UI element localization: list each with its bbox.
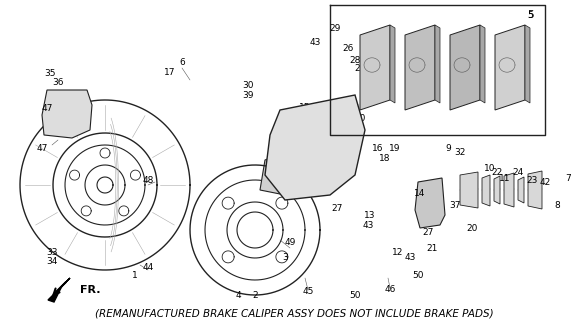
Polygon shape (435, 25, 440, 103)
Text: 14: 14 (415, 188, 426, 197)
Text: 45: 45 (302, 287, 313, 297)
Text: 17: 17 (164, 68, 176, 76)
Text: FR.: FR. (80, 285, 100, 295)
Polygon shape (495, 25, 525, 110)
Polygon shape (360, 25, 390, 110)
Text: 23: 23 (526, 175, 537, 185)
Text: 24: 24 (512, 167, 524, 177)
Text: 43: 43 (362, 220, 374, 229)
Polygon shape (480, 25, 485, 103)
Text: 43: 43 (309, 37, 320, 46)
Text: 2: 2 (252, 292, 258, 300)
Polygon shape (528, 171, 542, 209)
Polygon shape (48, 278, 70, 302)
Text: 26: 26 (342, 44, 354, 52)
Text: 18: 18 (379, 154, 391, 163)
Polygon shape (260, 150, 295, 195)
Text: 20: 20 (466, 223, 477, 233)
Text: 15: 15 (299, 102, 310, 111)
Text: 41: 41 (349, 103, 360, 113)
Text: 50: 50 (349, 291, 361, 300)
Text: (REMANUFACTURED BRAKE CALIPER ASSY DOES NOT INCLUDE BRAKE PADS): (REMANUFACTURED BRAKE CALIPER ASSY DOES … (95, 308, 493, 318)
Polygon shape (494, 176, 500, 204)
Text: 35: 35 (44, 68, 56, 77)
Text: 31: 31 (304, 110, 316, 119)
Text: 12: 12 (392, 247, 404, 257)
Polygon shape (482, 175, 490, 206)
Text: 13: 13 (364, 211, 376, 220)
Text: 30: 30 (242, 81, 254, 90)
Text: 8: 8 (554, 201, 560, 210)
Polygon shape (518, 177, 524, 203)
Text: 50: 50 (412, 270, 424, 279)
Polygon shape (42, 90, 92, 138)
Text: 40: 40 (355, 114, 366, 123)
Text: 43: 43 (405, 253, 416, 262)
Polygon shape (405, 25, 435, 110)
Text: 4: 4 (235, 292, 241, 300)
Text: 33: 33 (46, 247, 58, 257)
Text: 29: 29 (329, 23, 340, 33)
Text: 36: 36 (52, 77, 64, 86)
Text: 49: 49 (285, 237, 296, 246)
Text: 11: 11 (499, 173, 511, 182)
Text: 10: 10 (485, 164, 496, 172)
Text: 9: 9 (445, 143, 451, 153)
Text: 16: 16 (372, 143, 384, 153)
Polygon shape (450, 25, 480, 110)
Text: 42: 42 (539, 178, 550, 187)
Text: 1: 1 (132, 270, 138, 279)
Text: 32: 32 (455, 148, 466, 156)
Text: 3: 3 (282, 253, 288, 262)
Text: 46: 46 (385, 285, 396, 294)
Text: 5: 5 (527, 11, 533, 20)
Text: 6: 6 (179, 58, 185, 67)
Text: 28: 28 (349, 55, 360, 65)
Text: 19: 19 (389, 143, 401, 153)
Text: 27: 27 (331, 204, 343, 212)
Text: 37: 37 (449, 201, 461, 210)
Text: 48: 48 (142, 175, 153, 185)
Text: 34: 34 (46, 258, 58, 267)
Text: 5: 5 (527, 10, 533, 20)
Text: 7: 7 (565, 173, 571, 182)
Polygon shape (390, 25, 395, 103)
Text: 27: 27 (422, 228, 434, 236)
Text: 21: 21 (426, 244, 437, 252)
Text: 22: 22 (492, 167, 503, 177)
Polygon shape (525, 25, 530, 103)
Polygon shape (460, 172, 478, 208)
Polygon shape (504, 173, 514, 207)
Text: 47: 47 (36, 143, 48, 153)
Polygon shape (265, 95, 365, 200)
Text: 39: 39 (242, 91, 254, 100)
Text: 47: 47 (41, 103, 53, 113)
Text: 44: 44 (142, 263, 153, 273)
Text: 25: 25 (355, 63, 366, 73)
Polygon shape (415, 178, 445, 228)
